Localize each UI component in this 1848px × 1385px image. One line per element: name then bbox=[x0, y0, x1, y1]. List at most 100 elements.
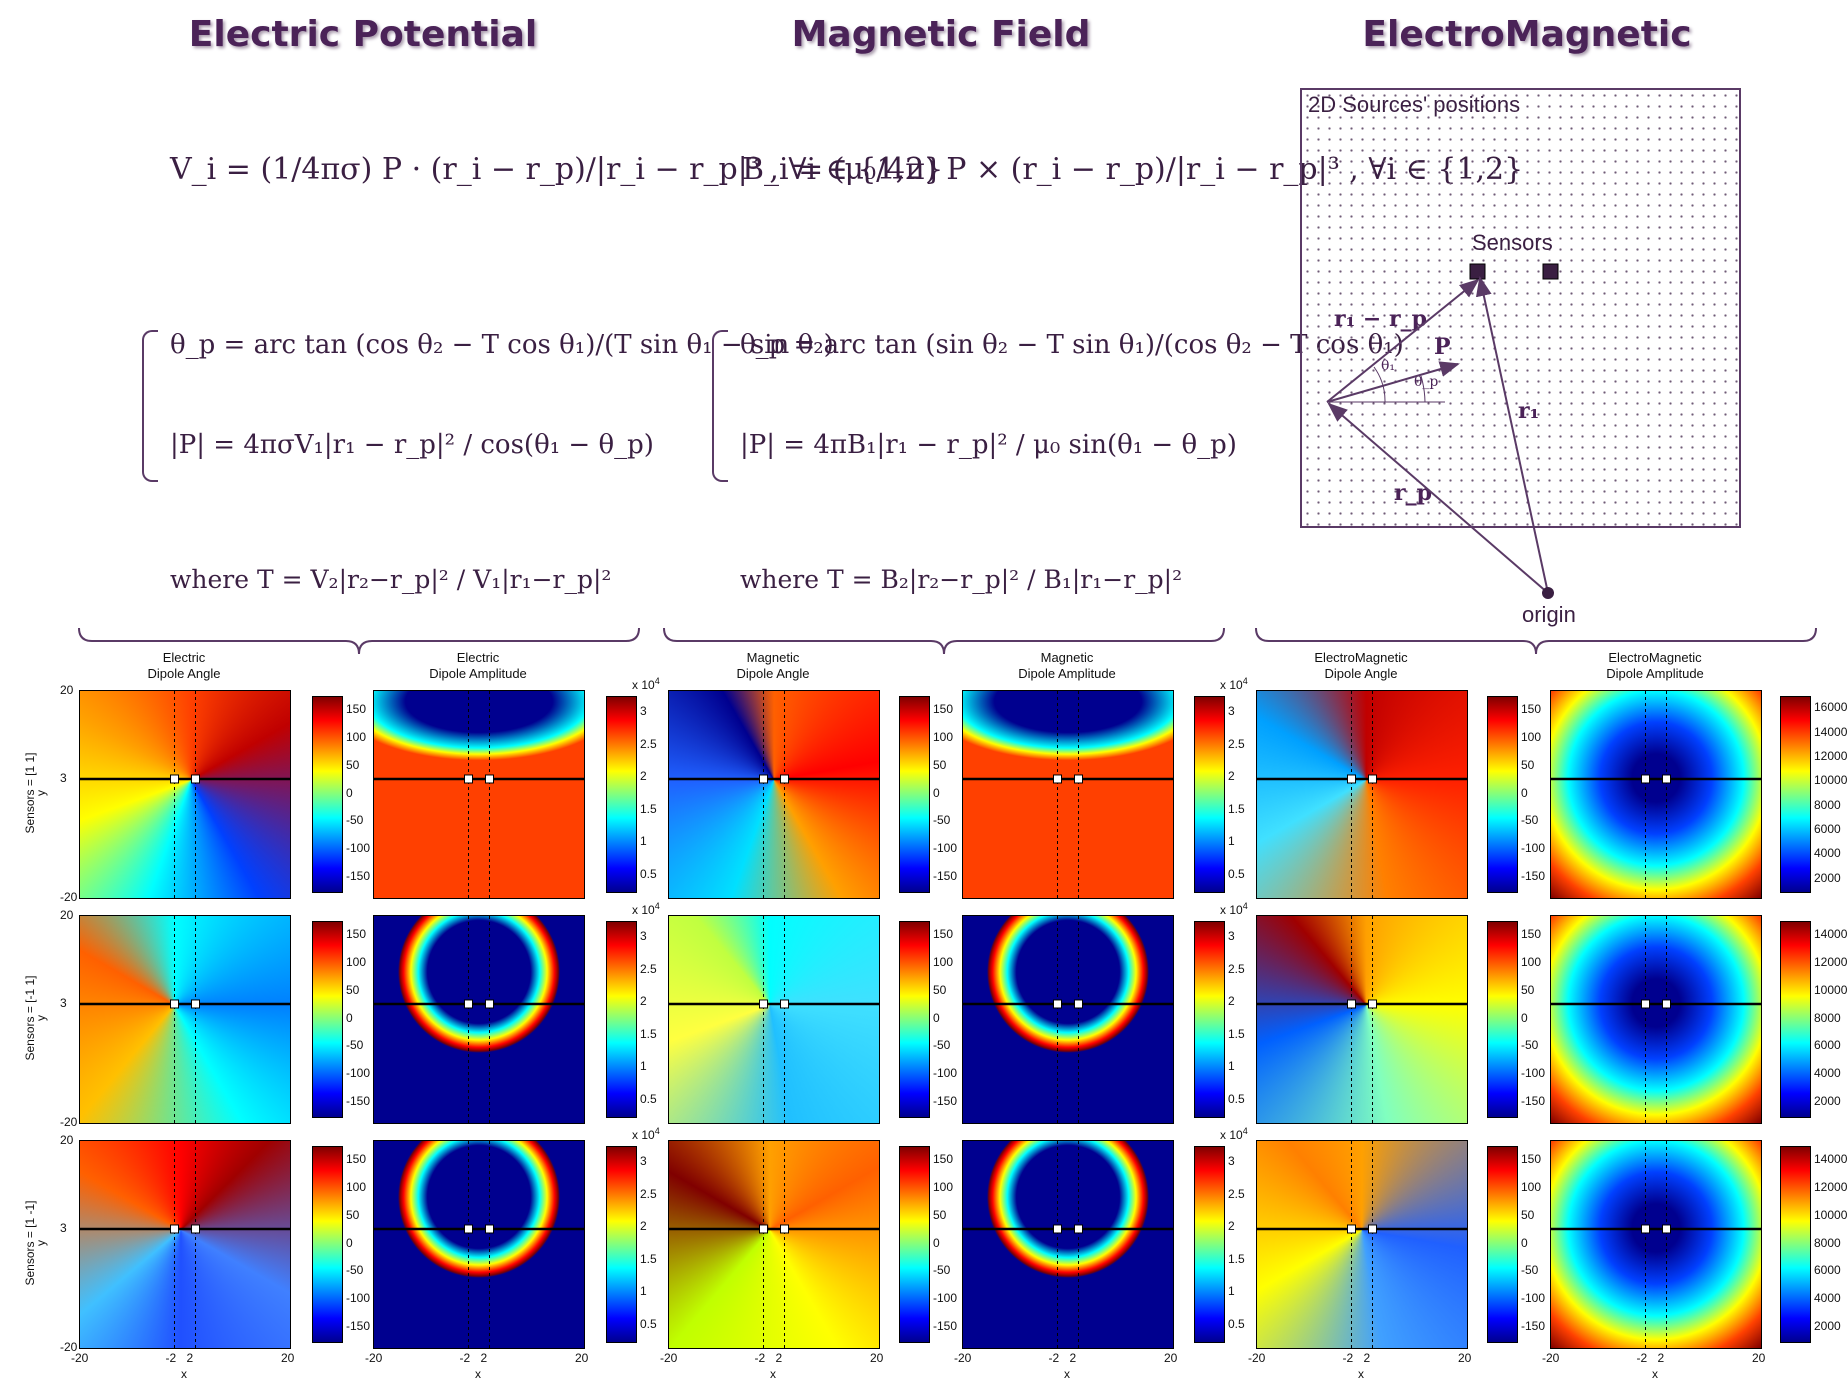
sensor-marker bbox=[485, 1224, 494, 1234]
colorbar-tick-label: -50 bbox=[1521, 1263, 1539, 1278]
column-title-line2: Dipole Angle bbox=[736, 666, 810, 681]
heatmap-panel bbox=[668, 915, 880, 1124]
colorbar-tick-label: -150 bbox=[1521, 1094, 1546, 1109]
colorbar-tick-label: -100 bbox=[1521, 841, 1546, 856]
colorbar-tick-label: -50 bbox=[1521, 1038, 1539, 1053]
colorbar-tick-label: -100 bbox=[933, 841, 958, 856]
colorbar-tick-label: 150 bbox=[1521, 926, 1542, 941]
colorbar bbox=[1194, 921, 1225, 1118]
colorbar-tick-label: 0.5 bbox=[1228, 1091, 1245, 1106]
colorbar-tick-label: 100 bbox=[933, 954, 954, 969]
panel-overlay bbox=[1257, 1141, 1467, 1348]
y-tick-label: -20 bbox=[60, 1340, 78, 1354]
magnetic-amplitude-formula: |P| = 4πB₁|r₁ − r_p|² / μ₀ sin(θ₁ − θ_p) bbox=[740, 430, 1237, 460]
magnetic-where-formula: where T = B₂|r₂−r_p|² / B₁|r₁−r_p|² bbox=[740, 565, 1183, 594]
colorbar-tick-label: 50 bbox=[346, 757, 360, 772]
colorbar-tick-label: 0.5 bbox=[1228, 1316, 1245, 1331]
x-tick-label: -20 bbox=[1248, 1351, 1266, 1365]
colorbar bbox=[1780, 1146, 1811, 1343]
colorbar-tick-label: 2.5 bbox=[640, 961, 657, 976]
colorbar-tick-label: -100 bbox=[346, 841, 371, 856]
colorbar-tick-label: 0 bbox=[346, 785, 353, 800]
magnetic-brace bbox=[712, 330, 728, 482]
panel-overlay bbox=[1551, 1141, 1761, 1348]
y-tick-label: 20 bbox=[60, 908, 74, 922]
heatmap-panel bbox=[79, 915, 291, 1124]
colorbar-tick-label: 50 bbox=[346, 1207, 360, 1222]
x-axis-label: x bbox=[181, 1367, 187, 1381]
colorbar-tick-label: 150 bbox=[933, 926, 954, 941]
electric-brace bbox=[142, 330, 158, 482]
column-title-line2: Dipole Angle bbox=[147, 666, 221, 681]
x-tick-label: 2 bbox=[186, 1351, 194, 1365]
electric-potential-heading: Electric Potential bbox=[188, 14, 538, 55]
sensor-marker bbox=[759, 1224, 768, 1234]
x-tick-label: -2 bbox=[165, 1351, 177, 1365]
sensor-marker bbox=[191, 1224, 200, 1234]
colorbar-tick-label: 2.5 bbox=[640, 1186, 657, 1201]
colorbar-exponent: x 104 bbox=[1220, 901, 1248, 917]
y-tick-label: 20 bbox=[60, 1133, 74, 1147]
heatmap-panel bbox=[962, 690, 1174, 899]
heatmap-panel bbox=[373, 1140, 585, 1349]
x-tick-label: 2 bbox=[1363, 1351, 1371, 1365]
heatmap-panel bbox=[668, 1140, 880, 1349]
x-tick-label: -2 bbox=[1636, 1351, 1648, 1365]
colorbar-tick-label: 0 bbox=[346, 1235, 353, 1250]
colorbar-tick-label: 100 bbox=[346, 1179, 367, 1194]
sensor-marker bbox=[1662, 1224, 1671, 1234]
colorbar-tick-label: 100 bbox=[1521, 954, 1542, 969]
colorbar-tick-label: 100 bbox=[346, 729, 367, 744]
panel-overlay bbox=[374, 691, 584, 898]
colorbar-tick-label: -100 bbox=[346, 1066, 371, 1081]
colorbar-exponent: x 104 bbox=[632, 676, 660, 692]
heatmap-panel bbox=[1550, 1140, 1762, 1349]
sensor-marker bbox=[1053, 1224, 1062, 1234]
y-axis-label: y bbox=[34, 1239, 48, 1246]
colorbar-tick-label: 2 bbox=[1228, 769, 1235, 784]
colorbar-tick-label: 0 bbox=[933, 785, 940, 800]
panel-overlay bbox=[1257, 691, 1467, 898]
heatmap-panel bbox=[79, 1140, 291, 1349]
y-tick-label: 3 bbox=[60, 770, 67, 785]
colorbar-exponent-power: 4 bbox=[654, 1126, 660, 1136]
y-axis-label: y bbox=[34, 789, 48, 796]
sensor-marker bbox=[485, 999, 494, 1009]
column-title-line1: ElectroMagnetic bbox=[1314, 650, 1408, 665]
colorbar-tick-label: 0.5 bbox=[640, 1316, 657, 1331]
colorbar bbox=[606, 921, 637, 1118]
colorbar-tick-label: 0 bbox=[346, 1010, 353, 1025]
colorbar-exponent: x 104 bbox=[632, 1126, 660, 1142]
colorbar-tick-label: 50 bbox=[933, 982, 947, 997]
x-tick-label: 20 bbox=[1752, 1351, 1766, 1365]
sensor-marker bbox=[1074, 999, 1083, 1009]
colorbar-exponent-power: 4 bbox=[1242, 901, 1248, 911]
heatmap-panel bbox=[79, 690, 291, 899]
x-tick-label: -2 bbox=[754, 1351, 766, 1365]
column-title-line2: Dipole Amplitude bbox=[1606, 666, 1704, 681]
colorbar-tick-label: 4000 bbox=[1814, 846, 1841, 861]
sensor-marker bbox=[1074, 774, 1083, 784]
sensor-marker bbox=[759, 999, 768, 1009]
panel-overlay bbox=[963, 916, 1173, 1123]
colorbar-tick-label: 1 bbox=[1228, 1284, 1235, 1299]
sensor-marker bbox=[170, 774, 179, 784]
colorbar-tick-label: 8000 bbox=[1814, 1235, 1841, 1250]
sensor-marker bbox=[1347, 774, 1356, 784]
sensor-marker bbox=[170, 1224, 179, 1234]
colorbar-tick-label: 3 bbox=[640, 704, 647, 719]
colorbar-tick-label: -150 bbox=[346, 1319, 371, 1334]
column-title-line1: Magnetic bbox=[746, 650, 800, 665]
colorbar-tick-label: 150 bbox=[1521, 701, 1542, 716]
colorbar-tick-label: -100 bbox=[346, 1291, 371, 1306]
x-tick-label: -20 bbox=[365, 1351, 383, 1365]
panel-overlay bbox=[80, 1141, 290, 1348]
colorbar bbox=[899, 1146, 930, 1343]
thetap-label: θ_p bbox=[1414, 374, 1439, 390]
sensor-marker bbox=[1053, 999, 1062, 1009]
sensor-marker bbox=[191, 774, 200, 784]
colorbar-tick-label: 1.5 bbox=[640, 1026, 657, 1041]
x-tick-label: 20 bbox=[575, 1351, 589, 1365]
x-tick-label: -20 bbox=[71, 1351, 89, 1365]
column-title-line1: Electric bbox=[162, 650, 206, 665]
